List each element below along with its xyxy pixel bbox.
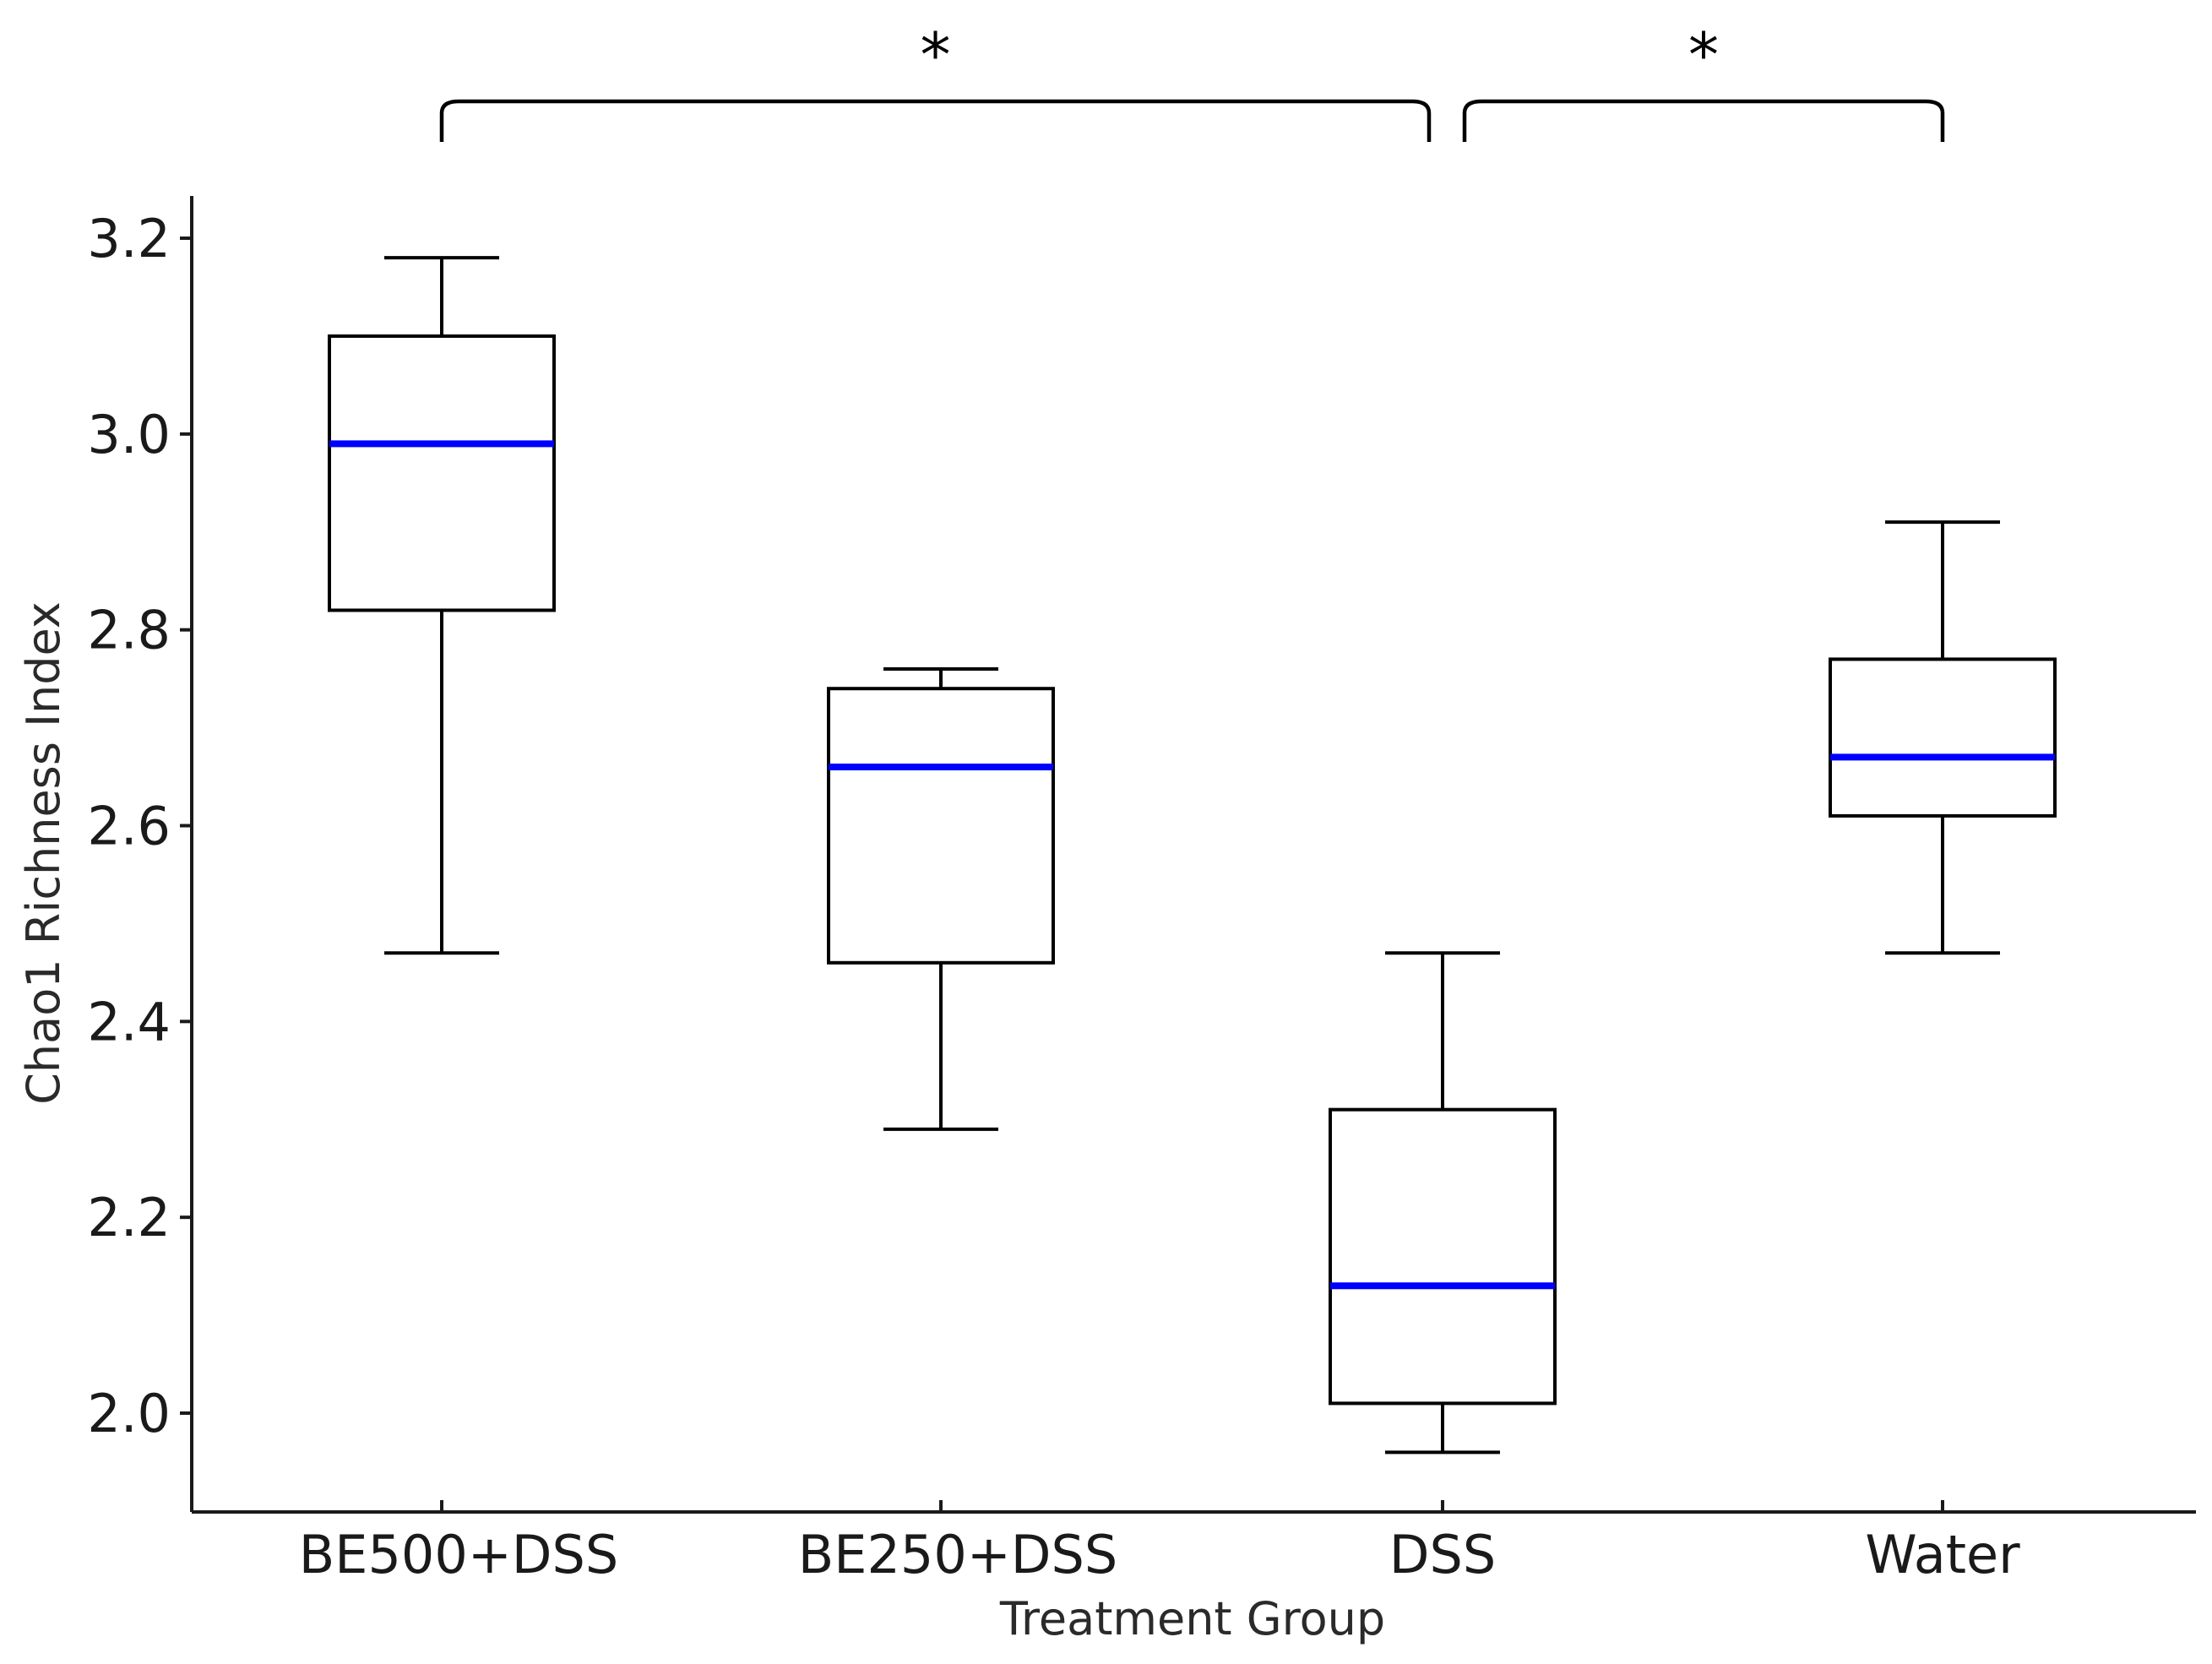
x-tick-label: Water [1865, 1524, 2020, 1585]
significance-label: * [921, 19, 951, 90]
x-tick-label: DSS [1389, 1524, 1496, 1585]
significance-bracket [439, 99, 1432, 142]
y-tick-label: 2.0 [87, 1383, 171, 1444]
x-axis-title: Treatment Group [999, 1592, 1385, 1645]
y-axis-title: Chao1 Richness Index [17, 601, 70, 1105]
y-tick-label: 2.8 [87, 600, 171, 661]
significance-bracket [1462, 99, 1945, 142]
y-tick-label: 3.0 [87, 404, 171, 465]
significance-label: * [1688, 19, 1719, 90]
x-tick-label: BE250+DSS [798, 1524, 1117, 1585]
iqr-box [827, 687, 1055, 965]
box-group [1829, 520, 2057, 955]
box-group [1329, 951, 1557, 1455]
y-tick-label: 3.2 [87, 208, 171, 269]
y-tick-label: 2.6 [87, 796, 171, 857]
y-tick-label: 2.2 [87, 1187, 171, 1248]
box-group [827, 667, 1055, 1131]
iqr-box [328, 334, 556, 612]
iqr-box [1329, 1107, 1557, 1406]
axes: 2.0 2.2 2.4 2.6 2.8 3.0 3.2 BE500+DSS BE250+DSS D… [87, 196, 2196, 1585]
y-tick-label: 2.4 [87, 991, 171, 1052]
significance-brackets: * * [439, 19, 1945, 142]
box-group [328, 256, 556, 955]
plot-area [328, 256, 2057, 1455]
iqr-box [1829, 657, 2057, 818]
x-tick-label: BE500+DSS [299, 1524, 618, 1585]
